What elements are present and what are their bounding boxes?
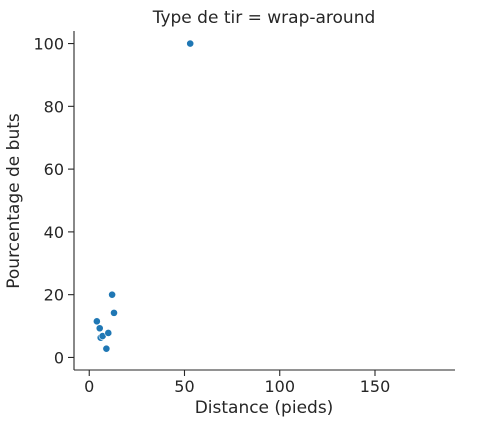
x-axis-title: Distance (pieds) [195, 398, 334, 418]
chart-title: Type de tir = wrap-around [152, 8, 376, 28]
x-tick-label: 0 [84, 377, 94, 396]
x-tick-label: 100 [264, 377, 295, 396]
x-tick-label: 150 [360, 377, 391, 396]
plot-area [92, 39, 195, 353]
y-tick-label: 80 [44, 97, 64, 116]
y-tick-label: 60 [44, 160, 64, 179]
scatter-point [104, 329, 113, 337]
y-axis-title: Pourcentage de buts [4, 113, 24, 289]
scatter-point [95, 324, 104, 333]
scatter-point [108, 290, 116, 299]
y-tick-label: 40 [44, 223, 64, 242]
scatter-point [102, 344, 111, 353]
scatter-point [92, 317, 101, 326]
y-axis-ticks: 0 20 40 60 80 100 [33, 35, 74, 367]
y-tick-label: 20 [44, 286, 64, 305]
y-tick-label: 0 [54, 348, 64, 367]
y-tick-label: 100 [33, 35, 64, 54]
scatter-point [186, 39, 195, 48]
x-axis-ticks: 0 50 100 150 [84, 370, 390, 396]
scatter-point [110, 308, 118, 317]
x-tick-label: 50 [174, 377, 194, 396]
